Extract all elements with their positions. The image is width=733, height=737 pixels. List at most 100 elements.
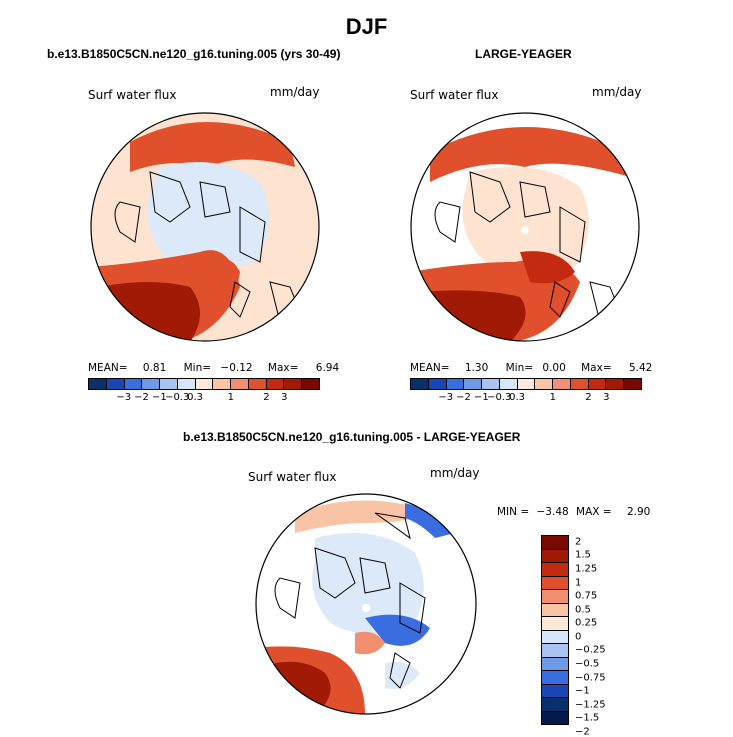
- panel3-colorbar-tick-label: 1.25: [575, 563, 598, 575]
- panel2-colorbar-swatch: [499, 379, 518, 389]
- panel2-colorbar: −3 −2 −1 −0.3 0.3 1 2 3: [410, 378, 642, 404]
- panel3-units-label: mm/day: [430, 466, 480, 480]
- panel2-colorbar-swatch: [570, 379, 589, 389]
- panel2-colorbar-swatch: [553, 379, 571, 389]
- panel3-colorbar-tick-label: 1: [575, 577, 582, 588]
- panel1-colorbar-swatch: [106, 379, 125, 389]
- panel3-colorbar-swatch: [542, 644, 568, 658]
- panel1-colorbar-swatch: [248, 379, 267, 389]
- panel3-colorbar-swatch: [542, 603, 568, 617]
- panel3-min-label: MIN =: [497, 506, 530, 518]
- panel3-max-label: MAX =: [576, 506, 612, 518]
- panel2-colorbar-swatch: [535, 379, 554, 389]
- panel3-colorbar-tick-label: −1.25: [575, 699, 606, 711]
- panel3-colorbar-tick-label: 0.25: [575, 617, 598, 629]
- panel2-colorbar-ticks: −3 −2 −1 −0.3 0.3 1 2 3: [410, 390, 642, 404]
- panel3-colorbar: [541, 535, 569, 725]
- panel2-colorbar-tick-label: −0.3: [487, 392, 512, 403]
- panel1-colorbar-swatch: [89, 379, 107, 389]
- panel2-mean-label: MEAN=: [410, 362, 450, 374]
- panel2-colorbar-swatch: [624, 379, 641, 389]
- panel3-colorbar-tick-label: 2: [575, 536, 582, 548]
- panel1-min-value: −0.12: [220, 362, 253, 374]
- panel3-colorbar-tick-label: −0.75: [575, 672, 606, 683]
- panel2-polar-map: [410, 112, 640, 342]
- panel2-min-value: 0.00: [542, 362, 566, 374]
- panel3-colorbar-swatch: [542, 617, 568, 631]
- panel1-colorbar-swatch: [284, 379, 303, 389]
- panel1-colorbar-tick-label: −0.3: [165, 392, 190, 403]
- panel2-colorbar-tick-label: −3: [438, 392, 454, 403]
- panel3-colorbar-strip: [541, 535, 569, 725]
- panel2-colorbar-swatch: [517, 379, 536, 389]
- panel1-polar-map: [90, 112, 320, 342]
- panel1-colorbar-tick-label: −1: [152, 392, 167, 403]
- panel2-title: LARGE-YEAGER: [475, 47, 572, 61]
- panel1-colorbar-tick-label: 0.3: [187, 392, 204, 403]
- panel2-colorbar-swatch: [446, 379, 465, 389]
- panel1-colorbar-tick-label: 3: [281, 392, 288, 403]
- panel3-colorbar-tick-label: 1.5: [575, 549, 591, 561]
- panel1-colorbar-swatch: [177, 379, 196, 389]
- panel1-colorbar-swatch: [213, 379, 232, 389]
- panel2-colorbar-tick-label: 2: [585, 392, 592, 403]
- panel3-colorbar-tick-label: −1: [575, 685, 590, 697]
- panel3-colorbar-ticks: 2 1.5 1.25 1 0.75 0.5 0.25 0 −0.25 −0.5 −0.75 −1 −1.…: [575, 535, 625, 737]
- panel2-colorbar-swatch: [464, 379, 483, 389]
- panel2-colorbar-strip: [410, 378, 642, 390]
- panel1-colorbar-swatch: [124, 379, 143, 389]
- panel3-colorbar-swatch: [542, 590, 568, 604]
- panel1-title: b.e13.B1850C5CN.ne120_g16.tuning.005 (yr…: [47, 47, 341, 61]
- panel1-colorbar-swatch: [160, 379, 178, 389]
- panel2-colorbar-tick-label: −2: [456, 392, 471, 403]
- panel3-colorbar-swatch: [542, 684, 568, 698]
- panel3-min-value: −3.48: [536, 506, 569, 518]
- panel2-colorbar-swatch: [411, 379, 429, 389]
- panel3-colorbar-tick-label: −0.5: [575, 658, 600, 670]
- panel3-max-value: 2.90: [626, 506, 651, 518]
- panel2-max-label: Max=: [581, 362, 612, 374]
- panel3-stats: MIN = −3.48 MAX = 2.90: [497, 506, 650, 518]
- panel2-colorbar-swatch: [482, 379, 500, 389]
- panel3-colorbar-swatch: [542, 536, 568, 550]
- panel1-max-label: Max=: [267, 362, 299, 374]
- panel1-colorbar: −3 −2 −1 −0.3 0.3 1 2 3: [88, 378, 320, 404]
- panel1-mean-label: MEAN=: [88, 362, 128, 374]
- panel1-stats: MEAN= 0.81 Min= −0.12 Max= 6.94: [88, 362, 339, 374]
- panel3-colorbar-swatch: [542, 576, 568, 590]
- panel2-colorbar-tick-label: 1: [549, 392, 556, 403]
- panel1-colorbar-swatch: [231, 379, 249, 389]
- panel3-colorbar-tick-label: 0.5: [575, 604, 591, 616]
- panel3-colorbar-tick-label: −0.25: [575, 644, 606, 656]
- panel2-colorbar-swatch: [606, 379, 625, 389]
- panel1-units-label: mm/day: [270, 85, 320, 99]
- panel3-colorbar-tick-label: 0: [575, 631, 582, 643]
- panel2-colorbar-tick-label: 3: [603, 392, 610, 403]
- panel2-colorbar-tick-label: 0.3: [509, 392, 526, 403]
- panel3-colorbar-tick-label: 0.75: [575, 590, 598, 602]
- panel1-colorbar-tick-label: 2: [263, 392, 270, 403]
- panel2-variable-label: Surf water flux: [410, 88, 499, 102]
- panel2-colorbar-tick-label: −1: [474, 392, 489, 403]
- panel1-variable-label: Surf water flux: [88, 88, 177, 102]
- panel2-units-label: mm/day: [592, 85, 642, 99]
- panel3-colorbar-swatch: [542, 563, 568, 577]
- panel1-colorbar-tick-label: −2: [134, 392, 149, 403]
- panel1-colorbar-tick-label: −3: [116, 392, 132, 403]
- panel3-colorbar-swatch: [542, 711, 568, 724]
- panel3-colorbar-swatch: [542, 698, 568, 712]
- panel3-colorbar-swatch: [542, 549, 568, 563]
- panel1-max-value: 6.94: [315, 362, 340, 374]
- page-title: DJF: [345, 14, 388, 39]
- panel3-polar-map: [255, 493, 477, 715]
- panel2-min-label: Min=: [505, 362, 534, 374]
- panel1-mean-value: 0.81: [142, 362, 167, 374]
- panel2-colorbar-swatch: [588, 379, 607, 389]
- panel2-stats: MEAN= 1.30 Min= 0.00 Max= 5.42: [410, 362, 652, 374]
- panel1-colorbar-swatch: [266, 379, 285, 389]
- panel1-colorbar-swatch: [195, 379, 214, 389]
- panel2-max-value: 5.42: [628, 362, 653, 374]
- panel3-colorbar-swatch: [542, 630, 568, 644]
- panel3-title: b.e13.B1850C5CN.ne120_g16.tuning.005 - L…: [183, 430, 521, 444]
- panel2-colorbar-swatch: [428, 379, 447, 389]
